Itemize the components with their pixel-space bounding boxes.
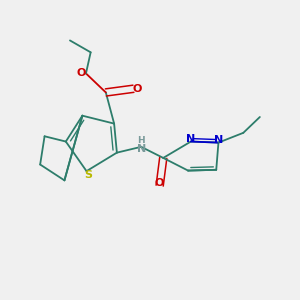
Text: O: O	[77, 68, 86, 78]
Text: N: N	[214, 135, 223, 145]
Text: N: N	[136, 144, 146, 154]
Text: H: H	[137, 136, 145, 145]
Text: S: S	[84, 170, 92, 180]
Text: O: O	[155, 178, 164, 188]
Text: N: N	[186, 134, 196, 144]
Text: O: O	[133, 84, 142, 94]
